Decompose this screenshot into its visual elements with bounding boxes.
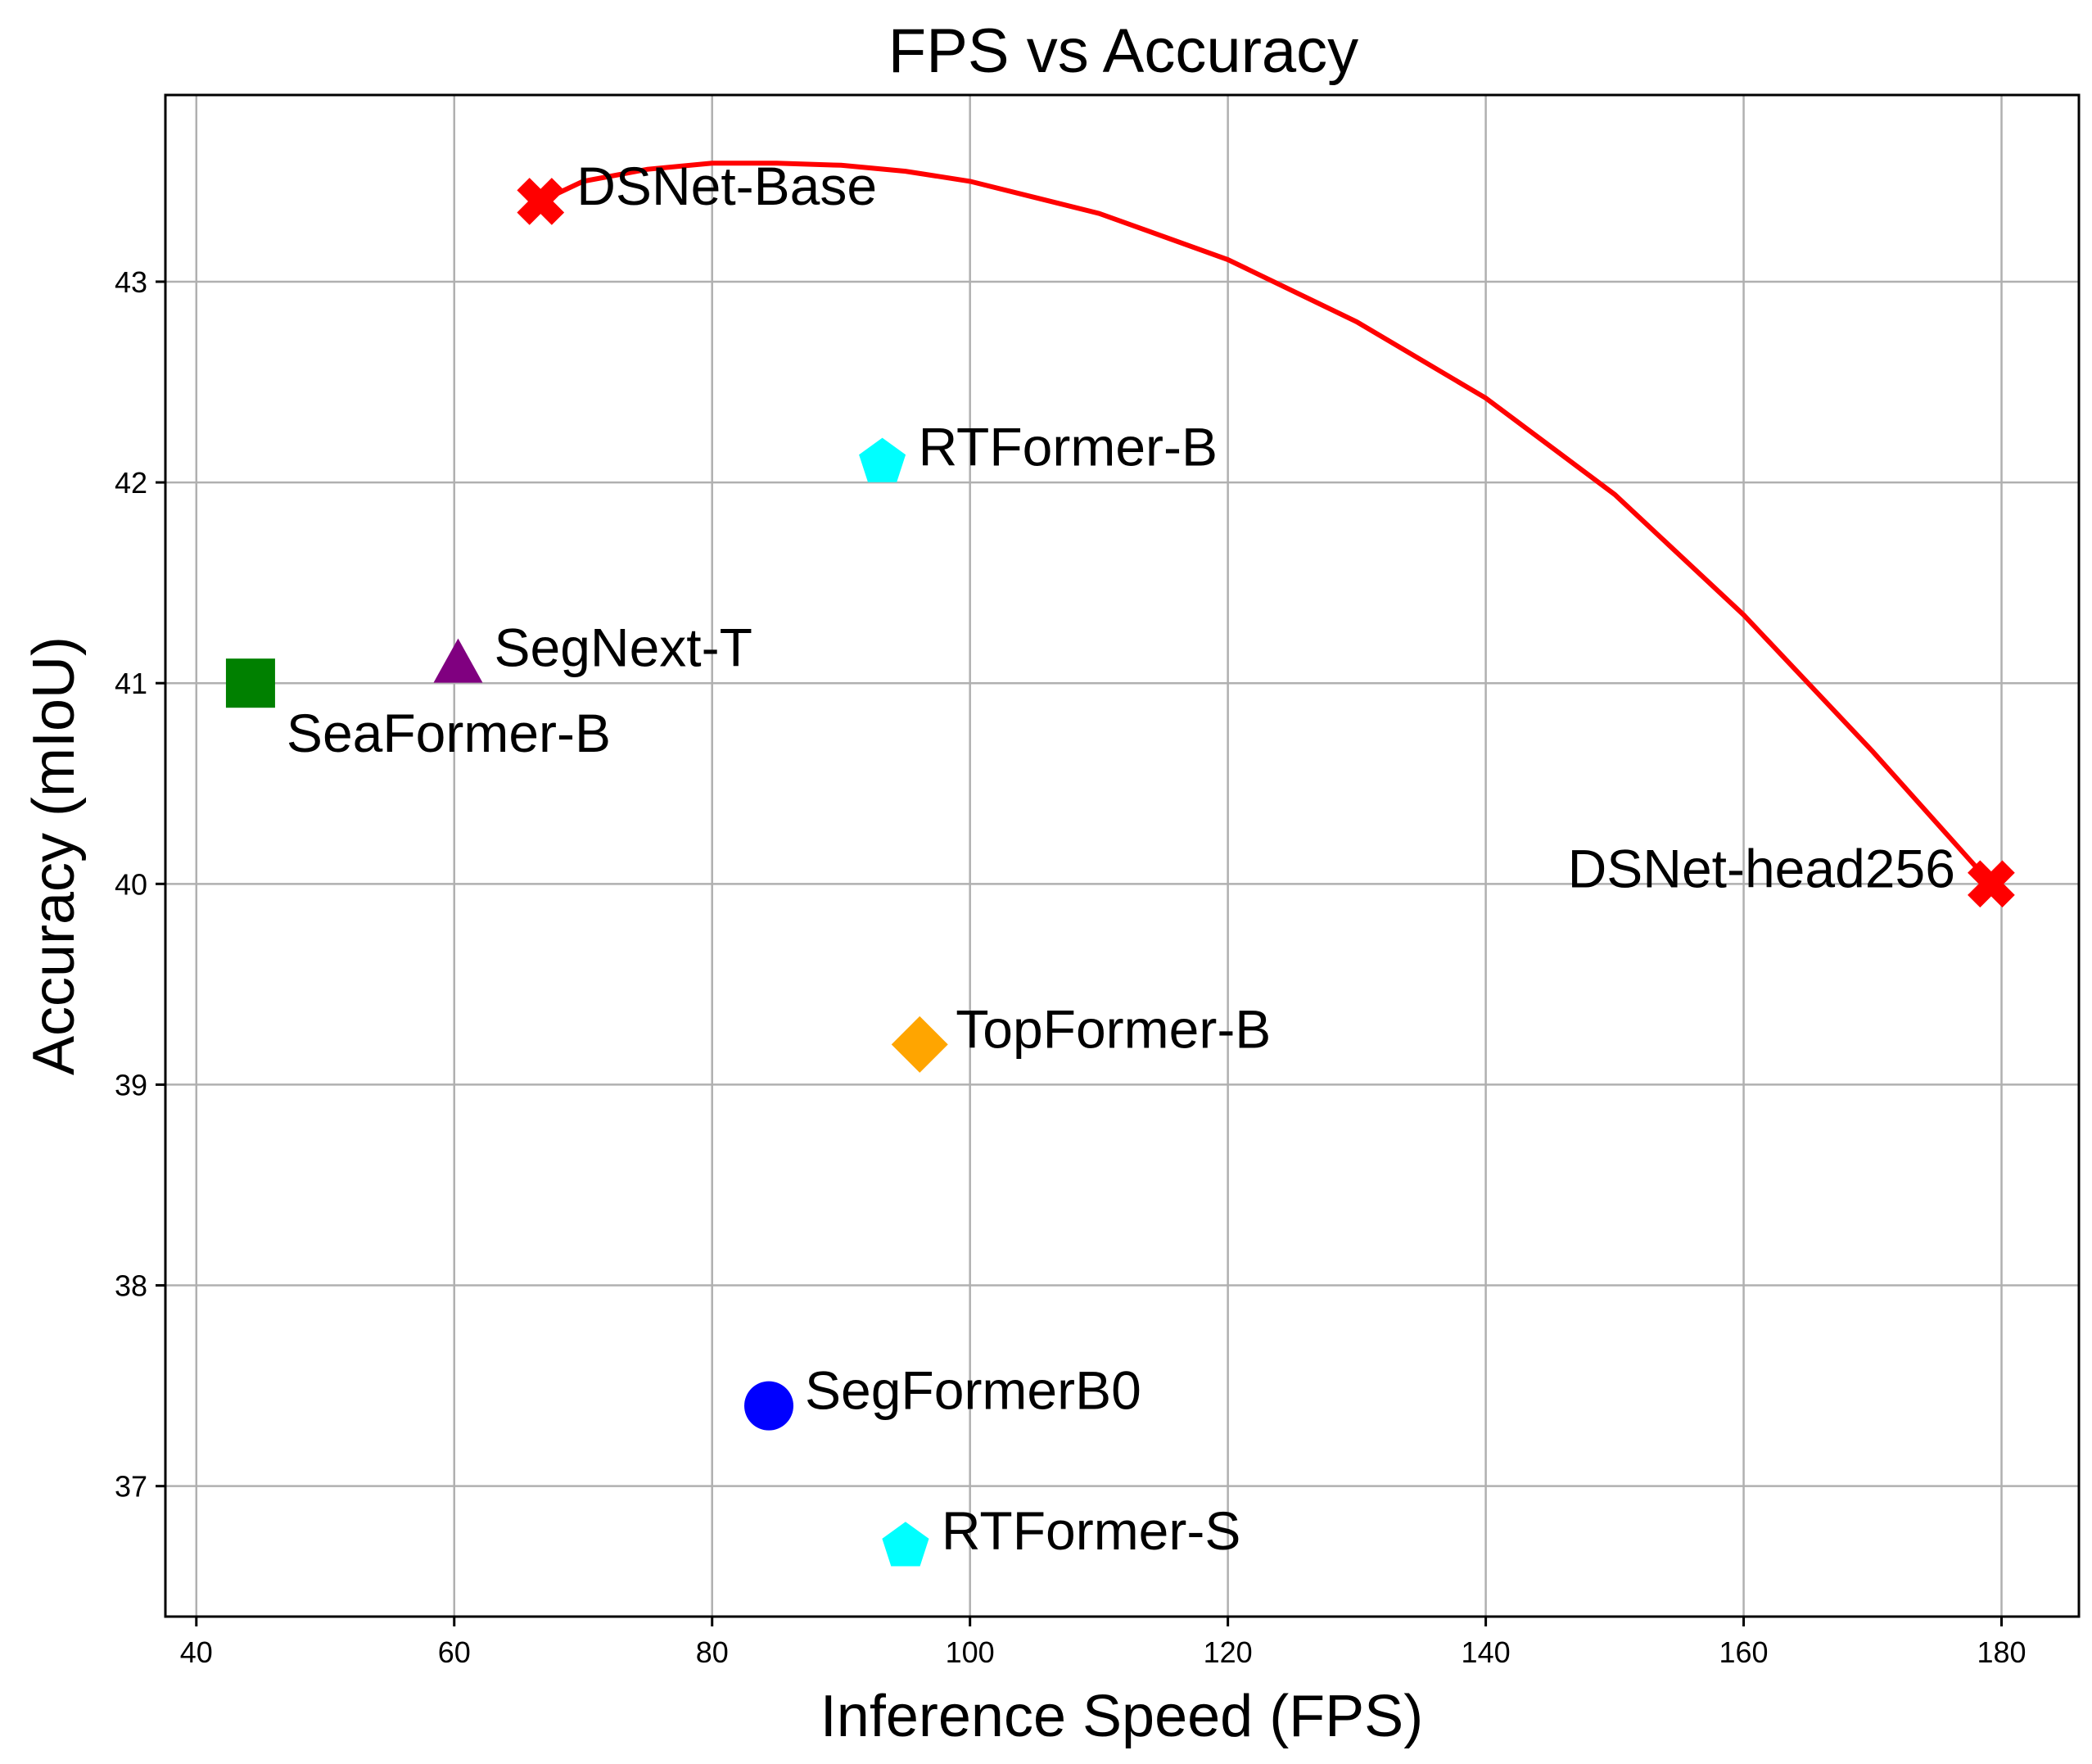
- y-tick-label: 37: [115, 1470, 147, 1504]
- x-tick-label: 80: [696, 1635, 729, 1669]
- marker-dsnet-base: [517, 178, 565, 225]
- marker-dsnet-base-bar-2: [517, 178, 565, 225]
- pareto-curve: [540, 161, 1994, 886]
- x-tick-label: 180: [1977, 1635, 2026, 1669]
- marker-rtformer-b: [859, 437, 906, 482]
- y-tick-label: 43: [115, 265, 147, 299]
- axis-ticks: 40 60 80 100 120 140 160 180 37 38 39 40 41 42 43: [115, 265, 2026, 1669]
- point-label-topformer-b: TopFormer-B: [956, 998, 1271, 1059]
- marker-segformerb0: [744, 1381, 794, 1431]
- y-tick-label: 42: [115, 466, 147, 500]
- x-tick-label: 120: [1204, 1635, 1253, 1669]
- point-label-segnext-t: SegNext-T: [494, 617, 752, 678]
- point-label-dsnet-head256: DSNet-head256: [1568, 838, 1955, 898]
- x-tick-label: 160: [1719, 1635, 1769, 1669]
- marker-rtformer-s: [882, 1522, 929, 1567]
- x-tick-label: 140: [1462, 1635, 1511, 1669]
- point-label-segformerb0: SegFormerB0: [805, 1360, 1141, 1421]
- marker-topformer-b: [891, 1015, 948, 1073]
- pareto-curve-layer: [540, 161, 1994, 886]
- point-labels: DSNet-Base RTFormer-B SegNext-T SeaFormer-B…: [287, 156, 1955, 1561]
- y-tick-label: 40: [115, 867, 147, 901]
- y-tick-label: 39: [115, 1068, 147, 1101]
- plot-frame: [164, 93, 2081, 1618]
- y-tick-label: 38: [115, 1269, 147, 1303]
- x-tick-label: 60: [438, 1635, 471, 1669]
- y-axis-label: Accuracy (mIoU): [21, 636, 87, 1075]
- y-tick-label: 41: [115, 667, 147, 700]
- point-label-dsnet-base: DSNet-Base: [576, 156, 877, 216]
- x-tick-label: 40: [180, 1635, 213, 1669]
- point-label-seaformer-b: SeaFormer-B: [287, 703, 611, 763]
- point-label-rtformer-s: RTFormer-S: [942, 1500, 1240, 1561]
- marker-dsnet-head256: [1968, 860, 2015, 908]
- grid: [165, 95, 2079, 1617]
- x-axis-label: Inference Speed (FPS): [820, 1684, 1423, 1749]
- markers: [225, 178, 2015, 1567]
- marker-dsnet-head256-bar-2: [1968, 860, 2015, 908]
- x-tick-label: 100: [946, 1635, 995, 1669]
- point-label-rtformer-b: RTFormer-B: [919, 417, 1218, 477]
- marker-segnext-t: [433, 638, 483, 683]
- chart-title: FPS vs Accuracy: [888, 16, 1358, 86]
- marker-seaformer-b: [225, 658, 275, 708]
